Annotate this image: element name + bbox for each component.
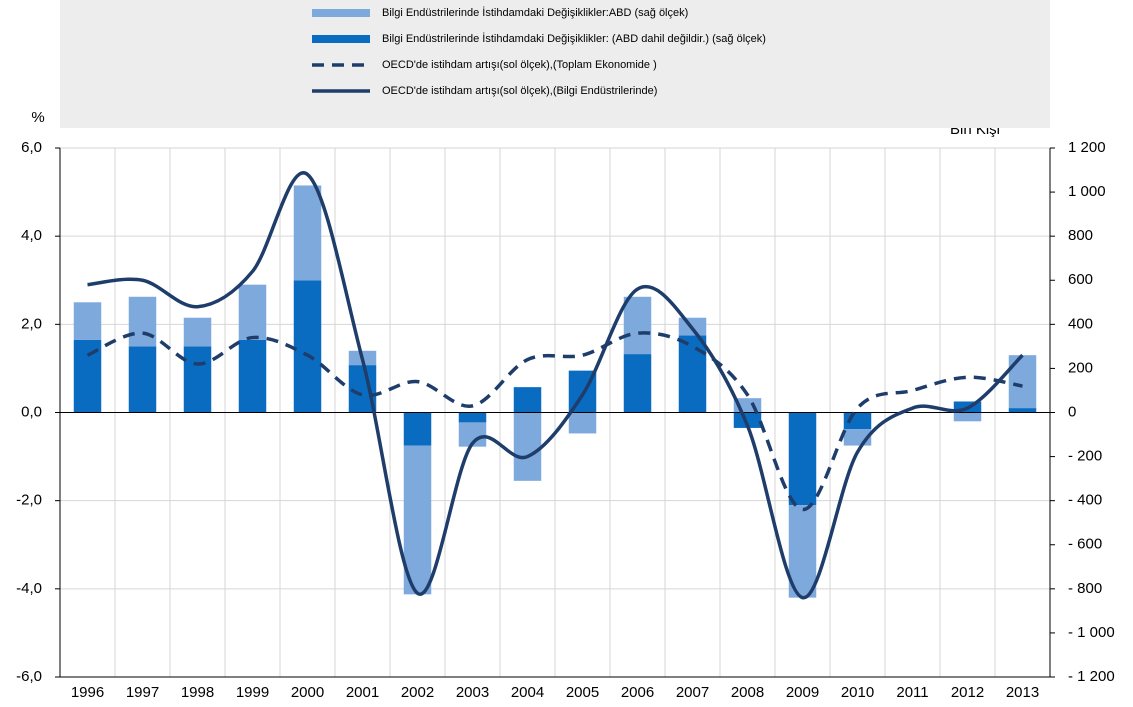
x-tick-label: 1996 xyxy=(71,684,104,701)
bar xyxy=(293,280,322,413)
y2-tick-label: - 400 xyxy=(1068,492,1102,509)
x-tick-label: 2001 xyxy=(346,684,379,701)
bar xyxy=(128,346,157,413)
y2-tick-label: 1 000 xyxy=(1068,183,1106,200)
y2-tick-label: 0 xyxy=(1068,403,1076,420)
y-tick-label: -4,0 xyxy=(16,580,42,597)
bar xyxy=(678,335,707,413)
bar xyxy=(238,284,267,340)
y2-tick-label: 400 xyxy=(1068,315,1093,332)
y-tick-label: 4,0 xyxy=(21,227,42,244)
bar xyxy=(293,185,322,281)
x-tick-label: 2000 xyxy=(291,684,324,701)
legend-swatch xyxy=(312,9,370,17)
x-tick-label: 1998 xyxy=(181,684,214,701)
bar xyxy=(788,505,817,598)
bar xyxy=(953,412,982,422)
y2-tick-label: - 600 xyxy=(1068,536,1102,553)
legend-swatch xyxy=(312,35,370,43)
bar xyxy=(568,412,597,434)
bar xyxy=(458,412,487,423)
bar xyxy=(403,445,432,595)
bar xyxy=(788,412,817,506)
x-tick-label: 1997 xyxy=(126,684,159,701)
x-tick-label: 2004 xyxy=(511,684,544,701)
x-tick-label: 2010 xyxy=(841,684,874,701)
bar xyxy=(128,296,157,347)
x-tick-label: 2009 xyxy=(786,684,819,701)
bar xyxy=(513,387,542,413)
line xyxy=(87,171,1024,600)
bar xyxy=(73,302,102,340)
x-tick-label: 2012 xyxy=(951,684,984,701)
bar xyxy=(183,346,212,413)
y2-tick-label: - 1 200 xyxy=(1068,668,1115,685)
bar xyxy=(238,339,267,413)
bar xyxy=(513,412,542,481)
legend-box xyxy=(60,0,1050,128)
y2-tick-label: - 200 xyxy=(1068,448,1102,465)
line xyxy=(86,331,1023,512)
x-tick-label: 1999 xyxy=(236,684,269,701)
x-tick-label: 2011 xyxy=(896,684,928,701)
legend-label: Bilgi Endüstrilerinde İstihdamdaki Değiş… xyxy=(382,6,688,19)
bar xyxy=(183,317,212,347)
y2-tick-label: - 800 xyxy=(1068,580,1102,597)
y-tick-label: -6,0 xyxy=(16,668,42,685)
x-tick-label: 2006 xyxy=(621,684,654,701)
x-tick-label: 2007 xyxy=(676,684,709,701)
bar xyxy=(403,412,432,446)
y-tick-label: 0,0 xyxy=(21,403,42,420)
y2-tick-label: - 1 000 xyxy=(1068,624,1115,641)
bar xyxy=(623,354,652,413)
x-tick-label: 2003 xyxy=(456,684,489,701)
legend-label: OECD'de istihdam artışı(sol ölçek),(Bilg… xyxy=(382,85,657,97)
legend-label: Bilgi Endüstrilerinde İstihdamdaki Değiş… xyxy=(382,32,766,45)
y2-tick-label: 800 xyxy=(1068,227,1093,244)
bar xyxy=(623,296,652,355)
x-tick-label: 2013 xyxy=(1006,684,1039,701)
y2-tick-label: 200 xyxy=(1068,359,1093,376)
y2-tick-label: 600 xyxy=(1068,271,1093,288)
x-tick-label: 2008 xyxy=(731,684,764,701)
x-tick-label: 2002 xyxy=(401,684,434,701)
y-tick-label: -2,0 xyxy=(16,492,42,509)
y-tick-label: 2,0 xyxy=(21,315,42,332)
bar xyxy=(1008,408,1037,413)
y2-tick-label: 1 200 xyxy=(1068,139,1106,156)
y-axis-label: % xyxy=(31,109,44,126)
x-tick-label: 2005 xyxy=(566,684,599,701)
bar xyxy=(733,412,762,428)
legend-label: OECD'de istihdam artışı(sol ölçek),(Topl… xyxy=(382,59,657,71)
y-tick-label: 6,0 xyxy=(21,139,42,156)
